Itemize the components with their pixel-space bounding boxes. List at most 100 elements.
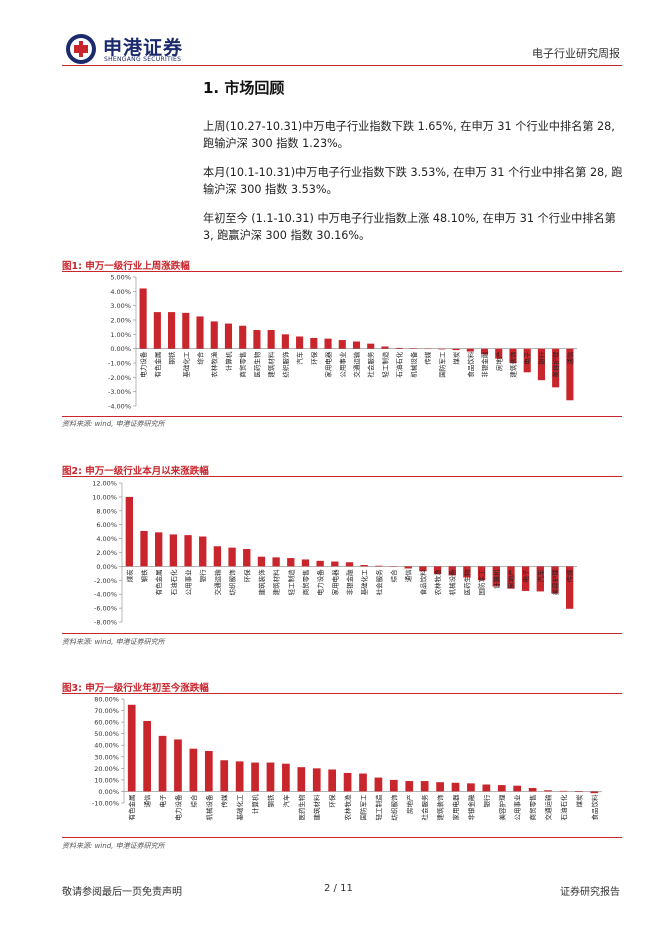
x-category-label: 商贸零售 (528, 794, 537, 820)
bar (466, 348, 474, 352)
bar (328, 769, 337, 792)
y-tick-label: -4.00% (94, 591, 117, 599)
bar (213, 546, 222, 567)
x-category-label: 钢铁 (167, 351, 176, 365)
x-category-label: 建筑材料 (267, 351, 276, 378)
y-tick-label: 6.00% (96, 521, 117, 529)
y-tick-label: 10.00% (94, 776, 119, 784)
x-category-label: 通信 (404, 569, 413, 583)
y-tick-label: -4.00% (108, 403, 131, 411)
bar (352, 341, 361, 349)
bar (204, 751, 213, 792)
x-category-label: 石油石化 (395, 351, 404, 378)
x-category-label: 食品饮料 (418, 569, 427, 596)
footer-page-number: 2 / 11 (324, 883, 353, 894)
x-category-label: 纺织服饰 (281, 351, 290, 378)
y-tick-label: 2.00% (96, 549, 117, 557)
y-tick-label: 1.00% (110, 331, 131, 339)
x-category-label: 房地产 (405, 794, 414, 814)
section-title: 1. 市场回顾 (203, 79, 285, 97)
bar (360, 565, 368, 567)
x-category-label: 汽车 (295, 351, 304, 365)
x-category-label: 非银金融 (466, 794, 475, 821)
y-tick-label: -6.00% (94, 605, 117, 613)
y-tick-label: 20.00% (94, 765, 119, 773)
x-category-label: 有色金属 (154, 569, 163, 595)
y-tick-label: 2.00% (110, 317, 131, 325)
x-category-label: 传媒 (220, 794, 229, 808)
x-category-label: 环保 (309, 351, 318, 365)
y-tick-label: 30.00% (94, 753, 119, 761)
y-tick-label: -2.00% (108, 374, 131, 382)
bar (143, 720, 151, 792)
x-category-label: 综合 (389, 569, 398, 583)
y-tick-label: 80.00% (94, 696, 119, 704)
y-tick-label: 0.00% (98, 788, 119, 796)
bar (523, 348, 531, 373)
x-category-label: 银行 (537, 351, 546, 365)
bar (420, 781, 429, 792)
bar (551, 566, 559, 594)
y-tick-label: -8.00% (94, 619, 117, 627)
bar (381, 346, 389, 349)
bar (544, 790, 552, 792)
x-category-label: 钢铁 (266, 794, 275, 808)
bar (477, 566, 486, 581)
x-category-label: 银行 (198, 569, 207, 583)
x-category-label: 家用电器 (324, 351, 333, 378)
x-category-label: 家用电器 (330, 569, 339, 596)
x-category-label: 电子 (158, 794, 167, 808)
bar (140, 530, 148, 567)
x-category-label: 纺织服饰 (228, 569, 237, 596)
bar (316, 560, 324, 567)
bar (513, 785, 522, 792)
x-category-label: 通信 (143, 794, 152, 808)
bar (338, 340, 346, 349)
bar (272, 557, 280, 567)
x-category-label: 钢铁 (140, 569, 149, 583)
x-category-label: 汽车 (281, 794, 290, 808)
figure2-title-divider (62, 476, 622, 477)
x-category-label: 环保 (242, 569, 251, 583)
paragraph-weekly: 上周(10.27-10.31)中万电子行业指数下跌 1.65%, 在申万 31 … (203, 120, 615, 150)
bar (155, 532, 163, 567)
bar (287, 558, 295, 567)
x-category-label: 公用事业 (513, 794, 522, 821)
x-category-label: 计算机 (492, 569, 501, 589)
figure1-title-divider (62, 271, 622, 272)
y-tick-label: 40.00% (94, 742, 119, 750)
bar (220, 760, 229, 792)
bar (463, 566, 471, 578)
x-category-label: 建筑材料 (272, 569, 281, 596)
x-category-label: 社会服务 (374, 569, 383, 596)
bar (297, 767, 306, 792)
bar (359, 773, 367, 792)
bar (492, 566, 500, 587)
bar (251, 762, 259, 792)
x-category-label: 机械设备 (204, 794, 213, 821)
x-category-label: 银行 (482, 794, 491, 808)
bar (375, 565, 383, 567)
bar (509, 348, 517, 363)
x-category-label: 煤炭 (452, 351, 461, 365)
bar (451, 782, 460, 792)
x-category-label: 国防军工 (359, 794, 368, 821)
x-category-label: 社会服务 (420, 794, 429, 821)
x-category-label: 非银金融 (345, 569, 354, 596)
x-category-label: 商贸零售 (238, 352, 247, 378)
x-category-label: 医药生物 (252, 351, 261, 378)
bar (552, 348, 560, 388)
x-category-label: 传媒 (565, 569, 574, 583)
x-category-label: 电力设备 (316, 569, 325, 596)
bar (228, 547, 236, 567)
brand-name-en: SHENGANG SECURITIES (104, 56, 182, 63)
x-category-label: 交通运输 (213, 569, 222, 596)
x-category-label: 基础化工 (235, 794, 244, 821)
x-category-label: 轻工制造 (380, 351, 389, 378)
x-category-label: 食品饮料 (590, 794, 599, 821)
bar (127, 704, 136, 792)
y-tick-label: 60.00% (94, 719, 119, 727)
x-category-label: 商贸零售 (301, 569, 310, 595)
figure3-foot-divider (62, 837, 622, 838)
brand-name-cn: 申港证券 (103, 37, 184, 59)
